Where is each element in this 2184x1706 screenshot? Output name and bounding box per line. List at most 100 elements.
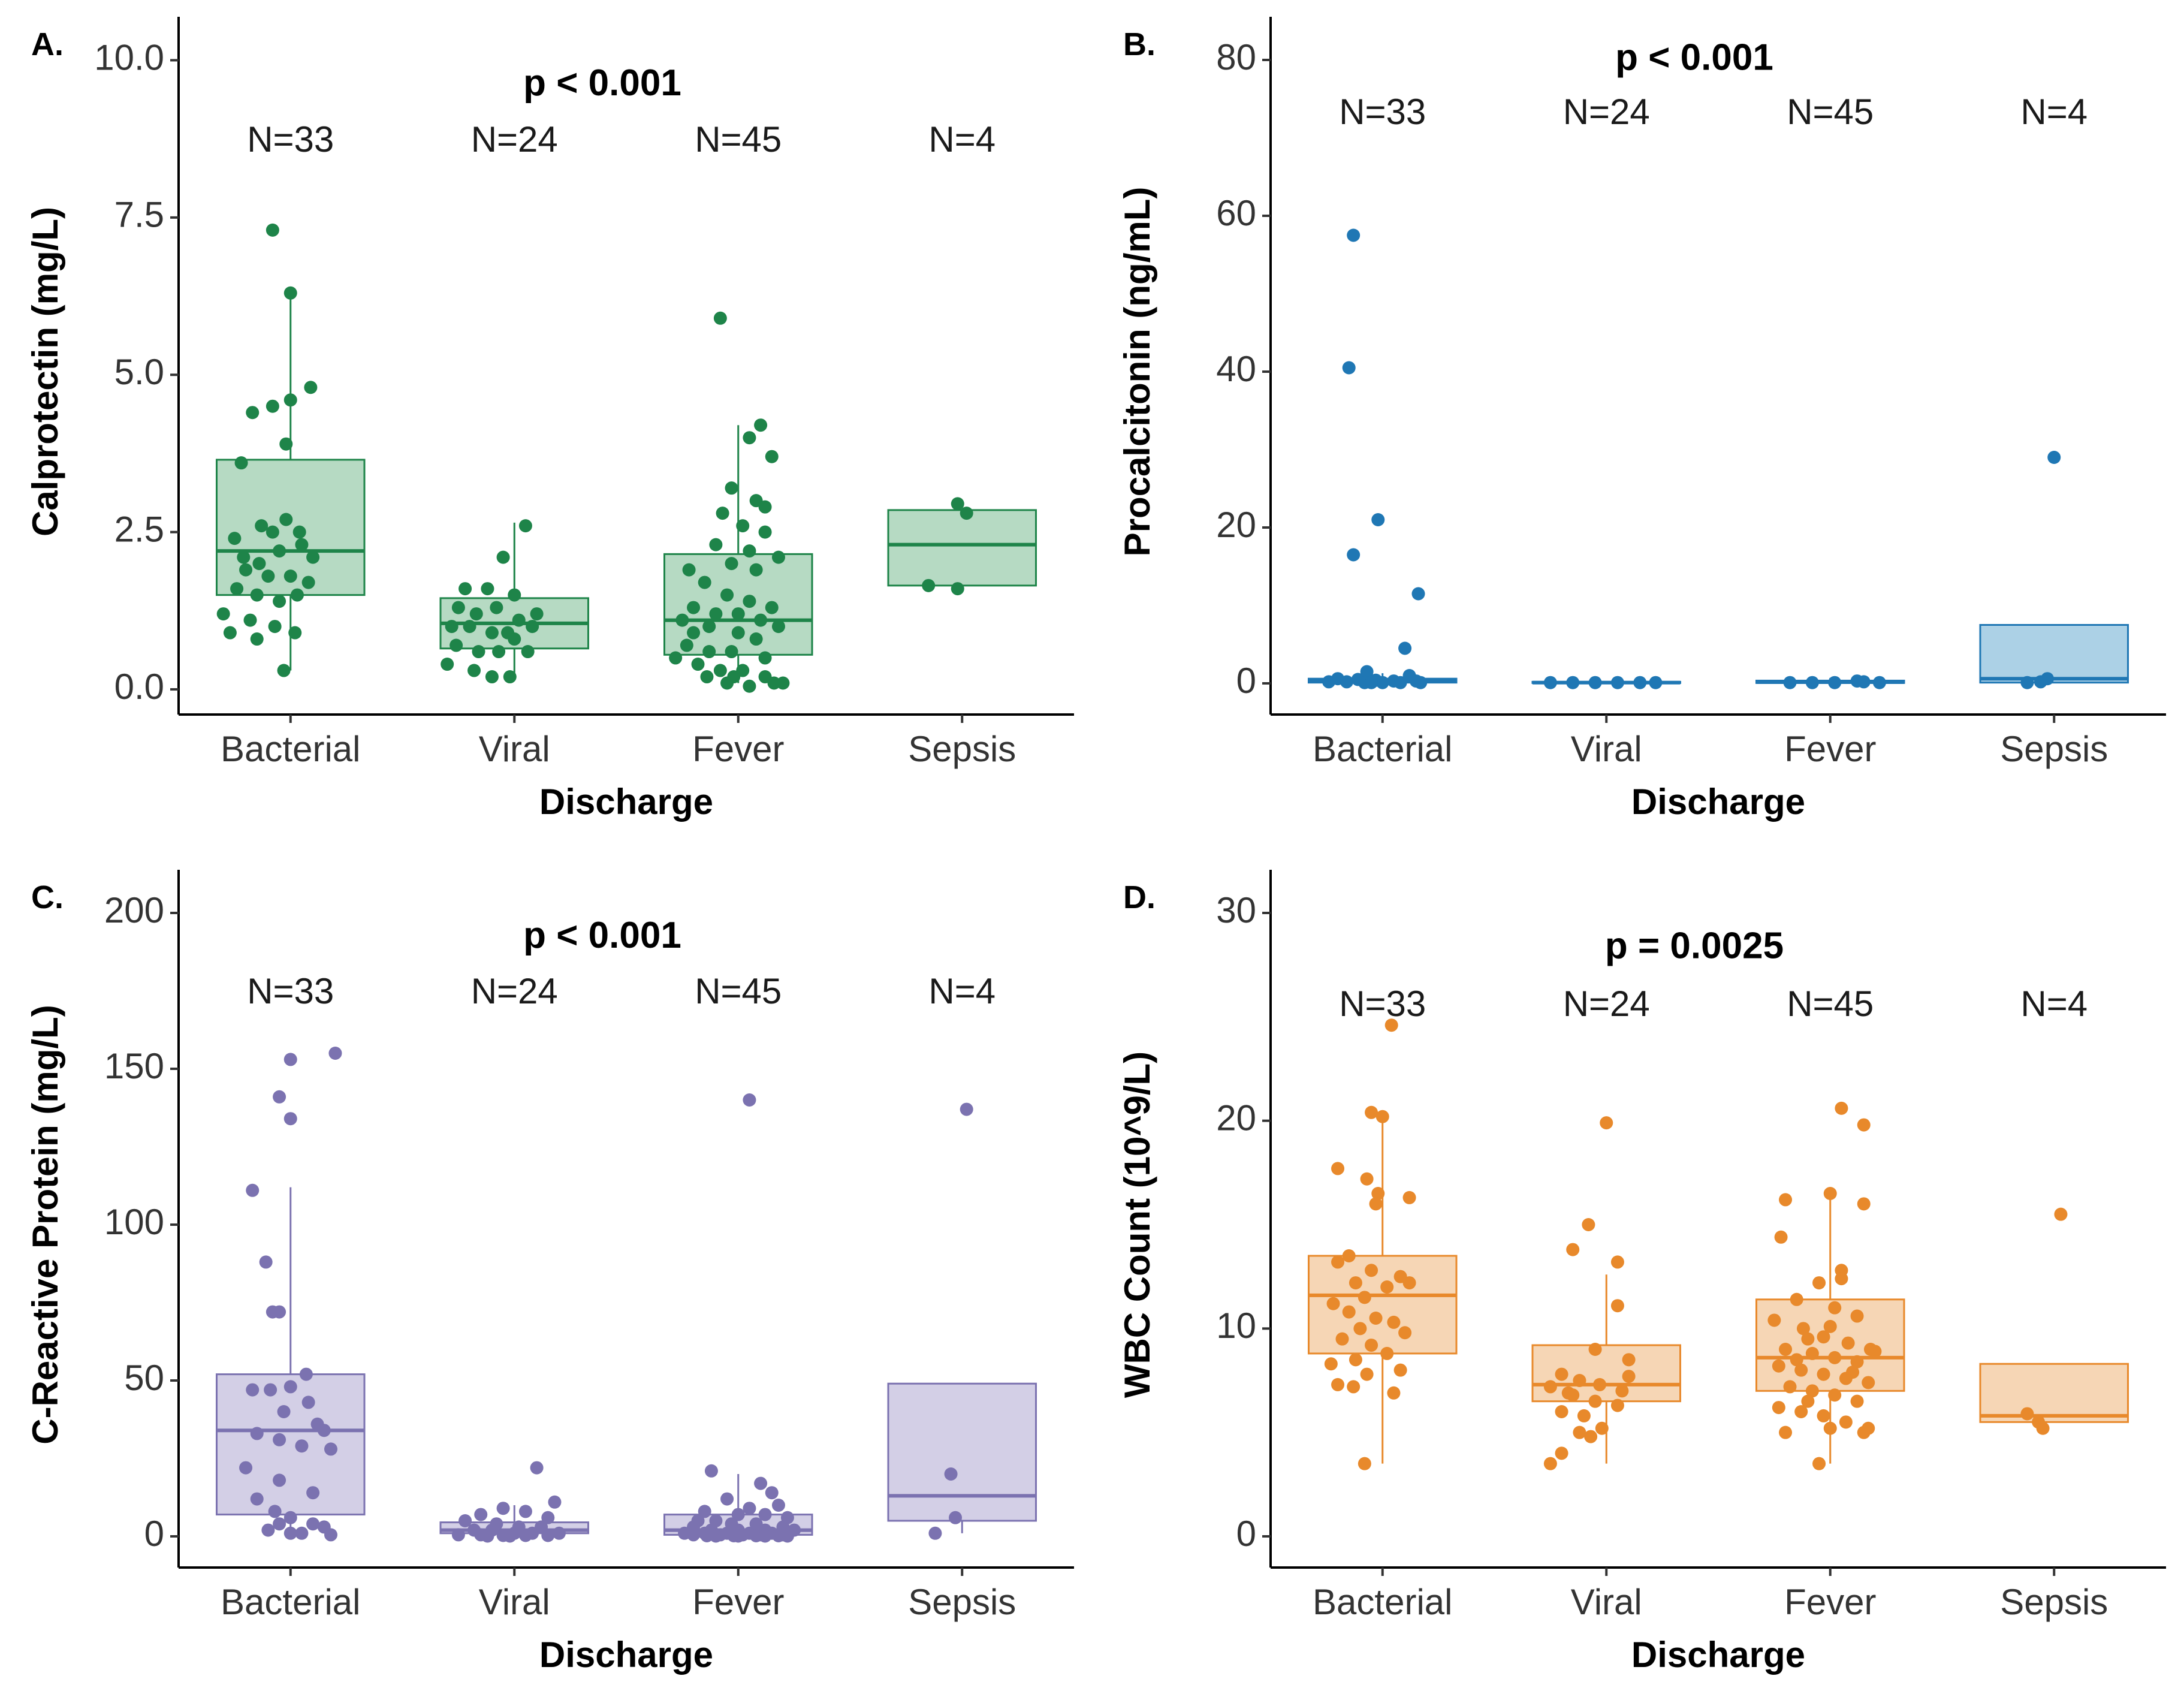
data-point (216, 607, 230, 621)
data-point (1573, 1425, 1586, 1439)
data-point (2020, 1407, 2034, 1421)
data-point (1577, 1409, 1591, 1422)
data-point (279, 513, 293, 526)
y-tick-label: 200 (104, 890, 164, 930)
data-point (1387, 1386, 1401, 1400)
data-point (1561, 1386, 1575, 1400)
data-point (1595, 1421, 1609, 1435)
data-point (518, 519, 532, 533)
sample-size-label: N=33 (247, 119, 334, 159)
data-point (492, 645, 506, 659)
data-point (268, 1505, 282, 1518)
x-tick-label: Bacterial (221, 1582, 360, 1622)
data-point (541, 1529, 555, 1542)
data-point (1790, 1353, 1803, 1367)
data-point (1610, 1255, 1624, 1269)
data-point (1347, 228, 1361, 242)
data-point (266, 525, 279, 539)
data-point (765, 601, 779, 614)
data-point (1850, 1394, 1864, 1408)
x-axis-title: Discharge (1631, 1635, 1805, 1675)
data-point (1805, 1384, 1819, 1398)
data-point (1805, 1346, 1819, 1360)
data-point (458, 1514, 472, 1527)
data-point (250, 588, 264, 602)
data-point (951, 497, 964, 511)
data-point (290, 588, 304, 602)
data-point (324, 1528, 337, 1542)
data-point (1772, 1401, 1785, 1415)
data-point (1790, 1292, 1803, 1306)
data-point (2047, 451, 2061, 464)
data-point (1349, 1353, 1362, 1367)
data-point (481, 582, 494, 596)
data-point (228, 532, 242, 545)
box (1755, 1298, 1905, 1392)
data-point (1358, 1457, 1371, 1470)
data-point (1365, 676, 1378, 689)
data-point (1369, 1197, 1383, 1211)
data-point (1543, 1380, 1557, 1394)
data-point (1588, 676, 1602, 689)
data-point (1380, 1346, 1394, 1360)
data-point (1384, 1018, 1398, 1032)
data-point (758, 1529, 772, 1543)
data-point (1872, 676, 1886, 689)
data-point (702, 645, 716, 659)
data-point (1812, 1276, 1826, 1290)
y-tick-label: 20 (1216, 1098, 1256, 1138)
data-point (1555, 1405, 1568, 1418)
calprotectin-chart: A. p < 0.001 N=33 N=24 N=45 N=4 0.0 2.5 5.0 7.5 10… (25, 17, 1074, 822)
data-point (273, 1090, 286, 1104)
data-point (687, 1528, 701, 1542)
y-axis-title: Calprotectin (mg/L) (25, 207, 65, 536)
data-point (474, 1508, 488, 1521)
data-point (328, 1047, 342, 1060)
data-point (1360, 665, 1374, 679)
data-point (239, 1461, 253, 1475)
data-point (944, 1467, 958, 1481)
data-point (458, 582, 472, 596)
p-value-label: p = 0.0025 (1605, 925, 1784, 966)
data-point (261, 1523, 275, 1537)
data-point (295, 538, 309, 551)
data-point (255, 519, 269, 533)
data-point (1823, 1187, 1837, 1200)
data-point (1543, 676, 1557, 689)
sample-size-label: N=24 (471, 971, 558, 1011)
data-point (283, 393, 297, 407)
data-point (1340, 675, 1353, 689)
data-point (283, 1380, 297, 1394)
data-point (1633, 676, 1647, 689)
data-point (687, 626, 701, 640)
data-point (277, 1405, 291, 1418)
x-tick-label: Sepsis (908, 729, 1016, 769)
data-point (1801, 1332, 1815, 1346)
data-point (1610, 1299, 1624, 1313)
data-point (1823, 1421, 1837, 1435)
data-point (301, 1395, 315, 1409)
data-point (548, 1495, 562, 1509)
data-point (709, 538, 723, 551)
data-point (1365, 1339, 1378, 1352)
crp-chart: C. p < 0.001 N=33 N=24 N=45 N=4 0 50 100 150 200 Ba… (25, 870, 1074, 1675)
data-point (441, 658, 454, 671)
data-point (1402, 1190, 1416, 1204)
data-point (2034, 675, 2047, 689)
y-tick-label: 150 (104, 1046, 164, 1086)
data-point (1326, 1297, 1340, 1310)
x-tick-label: Sepsis (2000, 1582, 2108, 1622)
data-point (299, 1367, 313, 1381)
y-tick-label: 5.0 (114, 352, 164, 392)
x-tick-label: Viral (479, 1582, 550, 1622)
y-tick-label: 10.0 (94, 37, 164, 77)
data-point (960, 507, 973, 520)
data-point (1331, 1378, 1345, 1391)
y-axis-title: Procalcitonin (ng/mL) (1117, 187, 1157, 557)
data-point (713, 311, 727, 325)
sample-size-label: N=45 (695, 119, 782, 159)
data-point (317, 1424, 331, 1437)
data-point (541, 1511, 555, 1524)
data-point (716, 507, 729, 520)
data-point (1857, 1425, 1871, 1439)
